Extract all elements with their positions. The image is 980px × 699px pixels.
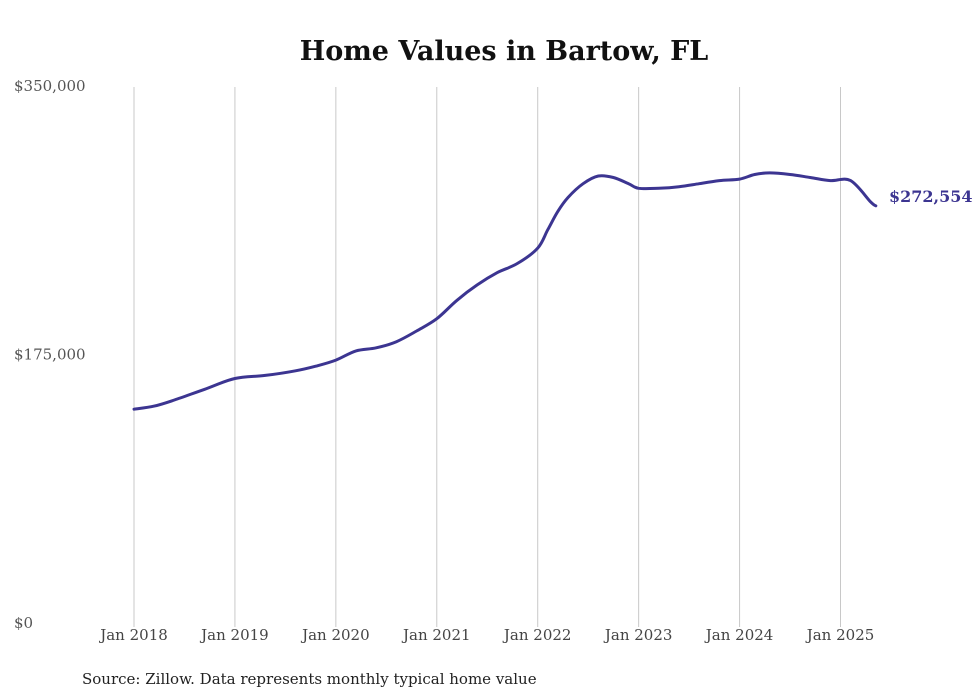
y-tick-label: $175,000 [14, 346, 86, 364]
chart-title: Home Values in Bartow, FL [300, 36, 709, 67]
x-tick-label: Jan 2025 [805, 626, 875, 644]
y-tick-label: $0 [14, 614, 33, 632]
x-axis-ticks: Jan 2018 Jan 2019 Jan 2020 Jan 2021 Jan 2022… [98, 626, 874, 644]
end-value-label: $272,554 [889, 187, 973, 206]
source-note: Source: Zillow. Data represents monthly … [82, 670, 537, 688]
y-axis-ticks: $350,000 $175,000 $0 [14, 77, 86, 632]
x-tick-label: Jan 2020 [300, 626, 370, 644]
y-tick-label: $350,000 [14, 77, 86, 95]
series-layer [132, 171, 878, 411]
x-tick-label: Jan 2022 [502, 626, 572, 644]
x-tick-label: Jan 2023 [603, 626, 673, 644]
x-tick-label: Jan 2021 [401, 626, 471, 644]
x-tick-label: Jan 2024 [704, 626, 774, 644]
series-line [132, 171, 878, 411]
x-tick-label: Jan 2018 [98, 626, 168, 644]
x-tick-label: Jan 2019 [199, 626, 269, 644]
gridlines [133, 87, 841, 627]
